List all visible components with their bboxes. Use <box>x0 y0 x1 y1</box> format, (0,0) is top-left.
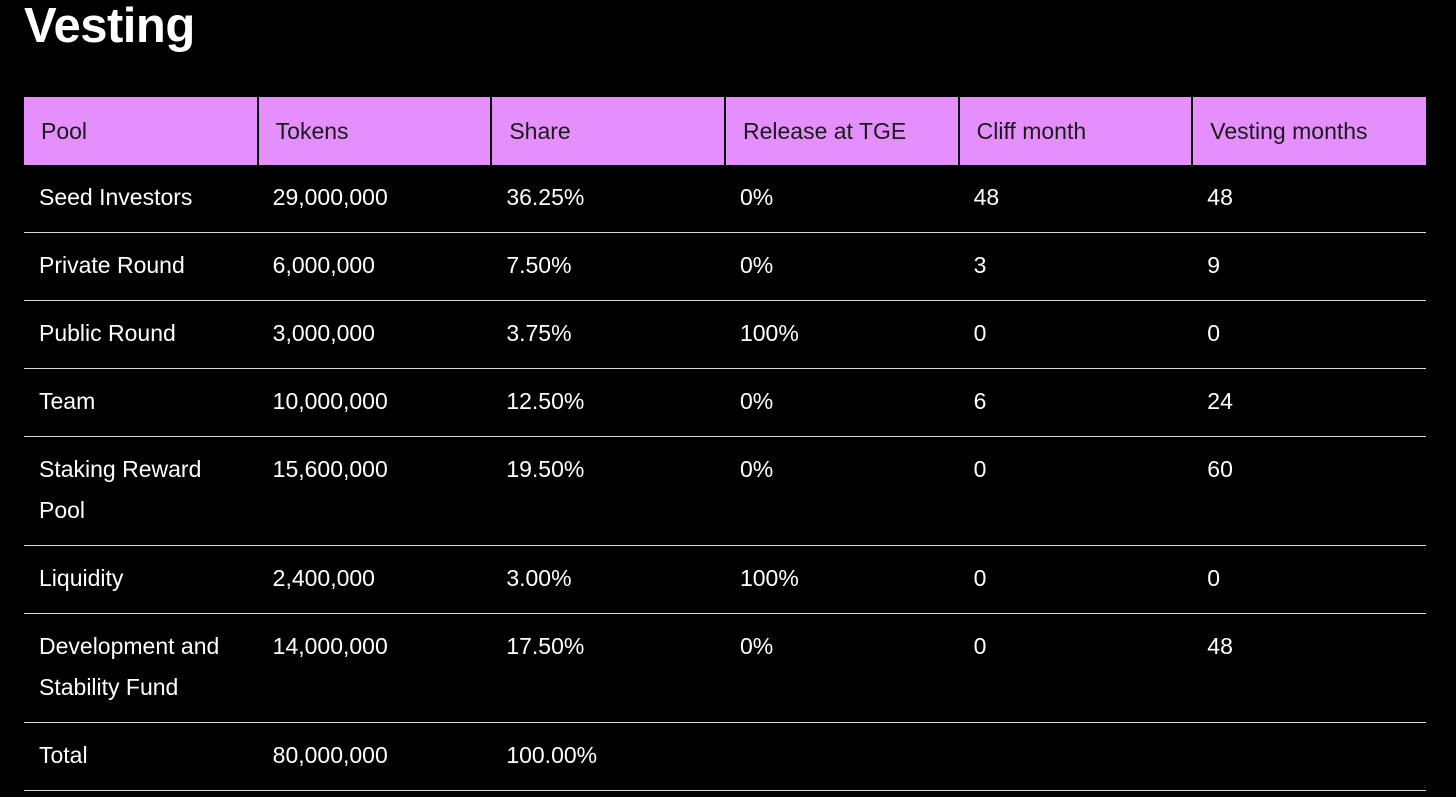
cell-tokens: 2,400,000 <box>257 545 492 614</box>
vesting-table: Pool Tokens Share Release at TGE Cliff m… <box>24 97 1426 791</box>
table-body: Seed Investors 29,000,000 36.25% 0% 48 4… <box>24 165 1426 791</box>
cell-tokens: 3,000,000 <box>257 300 492 369</box>
header-row: Pool Tokens Share Release at TGE Cliff m… <box>24 97 1426 165</box>
cell-share: 12.50% <box>491 368 725 437</box>
cell-share: 100.00% <box>491 722 725 791</box>
cell-vesting-months: 48 <box>1192 165 1426 233</box>
cell-cliff-month: 6 <box>958 368 1193 437</box>
cell-pool: Seed Investors <box>24 165 258 233</box>
table-row: Staking Reward Pool 15,600,000 19.50% 0%… <box>24 436 1426 546</box>
cell-vesting-months: 9 <box>1192 232 1426 301</box>
cell-share: 3.75% <box>491 300 725 369</box>
table-row: Seed Investors 29,000,000 36.25% 0% 48 4… <box>24 165 1426 233</box>
cell-vesting-months <box>1192 722 1426 791</box>
cell-cliff-month: 0 <box>958 436 1193 546</box>
page-title: Vesting <box>24 0 195 53</box>
cell-share: 19.50% <box>491 436 725 546</box>
column-header-release-at-tge: Release at TGE <box>723 97 960 165</box>
cell-tokens: 80,000,000 <box>257 722 492 791</box>
column-header-vesting-months: Vesting months <box>1191 97 1426 165</box>
cell-tokens: 29,000,000 <box>257 165 492 233</box>
total-row: Total 80,000,000 100.00% <box>24 722 1426 791</box>
cell-tokens: 14,000,000 <box>257 613 492 723</box>
cell-release-at-tge <box>724 722 959 791</box>
table-row: Private Round 6,000,000 7.50% 0% 3 9 <box>24 232 1426 301</box>
cell-vesting-months: 60 <box>1192 436 1426 546</box>
table-row: Development and Stability Fund 14,000,00… <box>24 613 1426 723</box>
cell-vesting-months: 48 <box>1192 613 1426 723</box>
cell-vesting-months: 0 <box>1192 545 1426 614</box>
cell-release-at-tge: 0% <box>724 232 959 301</box>
cell-cliff-month: 0 <box>958 300 1193 369</box>
cell-release-at-tge: 0% <box>724 436 959 546</box>
cell-pool: Staking Reward Pool <box>24 436 258 546</box>
cell-cliff-month: 48 <box>958 165 1193 233</box>
cell-pool: Total <box>24 722 258 791</box>
cell-cliff-month <box>958 722 1193 791</box>
cell-cliff-month: 0 <box>958 545 1193 614</box>
cell-pool: Development and Stability Fund <box>24 613 258 723</box>
cell-release-at-tge: 0% <box>724 613 959 723</box>
cell-pool: Team <box>24 368 258 437</box>
cell-release-at-tge: 0% <box>724 165 959 233</box>
cell-pool: Public Round <box>24 300 258 369</box>
cell-cliff-month: 0 <box>958 613 1193 723</box>
cell-release-at-tge: 100% <box>724 545 959 614</box>
cell-share: 36.25% <box>491 165 725 233</box>
cell-release-at-tge: 0% <box>724 368 959 437</box>
column-header-cliff-month: Cliff month <box>957 97 1194 165</box>
table-row: Public Round 3,000,000 3.75% 100% 0 0 <box>24 300 1426 369</box>
column-header-tokens: Tokens <box>256 97 493 165</box>
cell-tokens: 15,600,000 <box>257 436 492 546</box>
cell-tokens: 10,000,000 <box>257 368 492 437</box>
cell-vesting-months: 0 <box>1192 300 1426 369</box>
cell-share: 17.50% <box>491 613 725 723</box>
table-row: Team 10,000,000 12.50% 0% 6 24 <box>24 368 1426 437</box>
cell-vesting-months: 24 <box>1192 368 1426 437</box>
column-header-share: Share <box>490 97 726 165</box>
table-header: Pool Tokens Share Release at TGE Cliff m… <box>24 97 1426 165</box>
cell-pool: Private Round <box>24 232 258 301</box>
cell-pool: Liquidity <box>24 545 258 614</box>
table-row: Liquidity 2,400,000 3.00% 100% 0 0 <box>24 545 1426 614</box>
cell-share: 7.50% <box>491 232 725 301</box>
cell-release-at-tge: 100% <box>724 300 959 369</box>
column-header-pool: Pool <box>24 97 259 165</box>
cell-tokens: 6,000,000 <box>257 232 492 301</box>
cell-share: 3.00% <box>491 545 725 614</box>
cell-cliff-month: 3 <box>958 232 1193 301</box>
